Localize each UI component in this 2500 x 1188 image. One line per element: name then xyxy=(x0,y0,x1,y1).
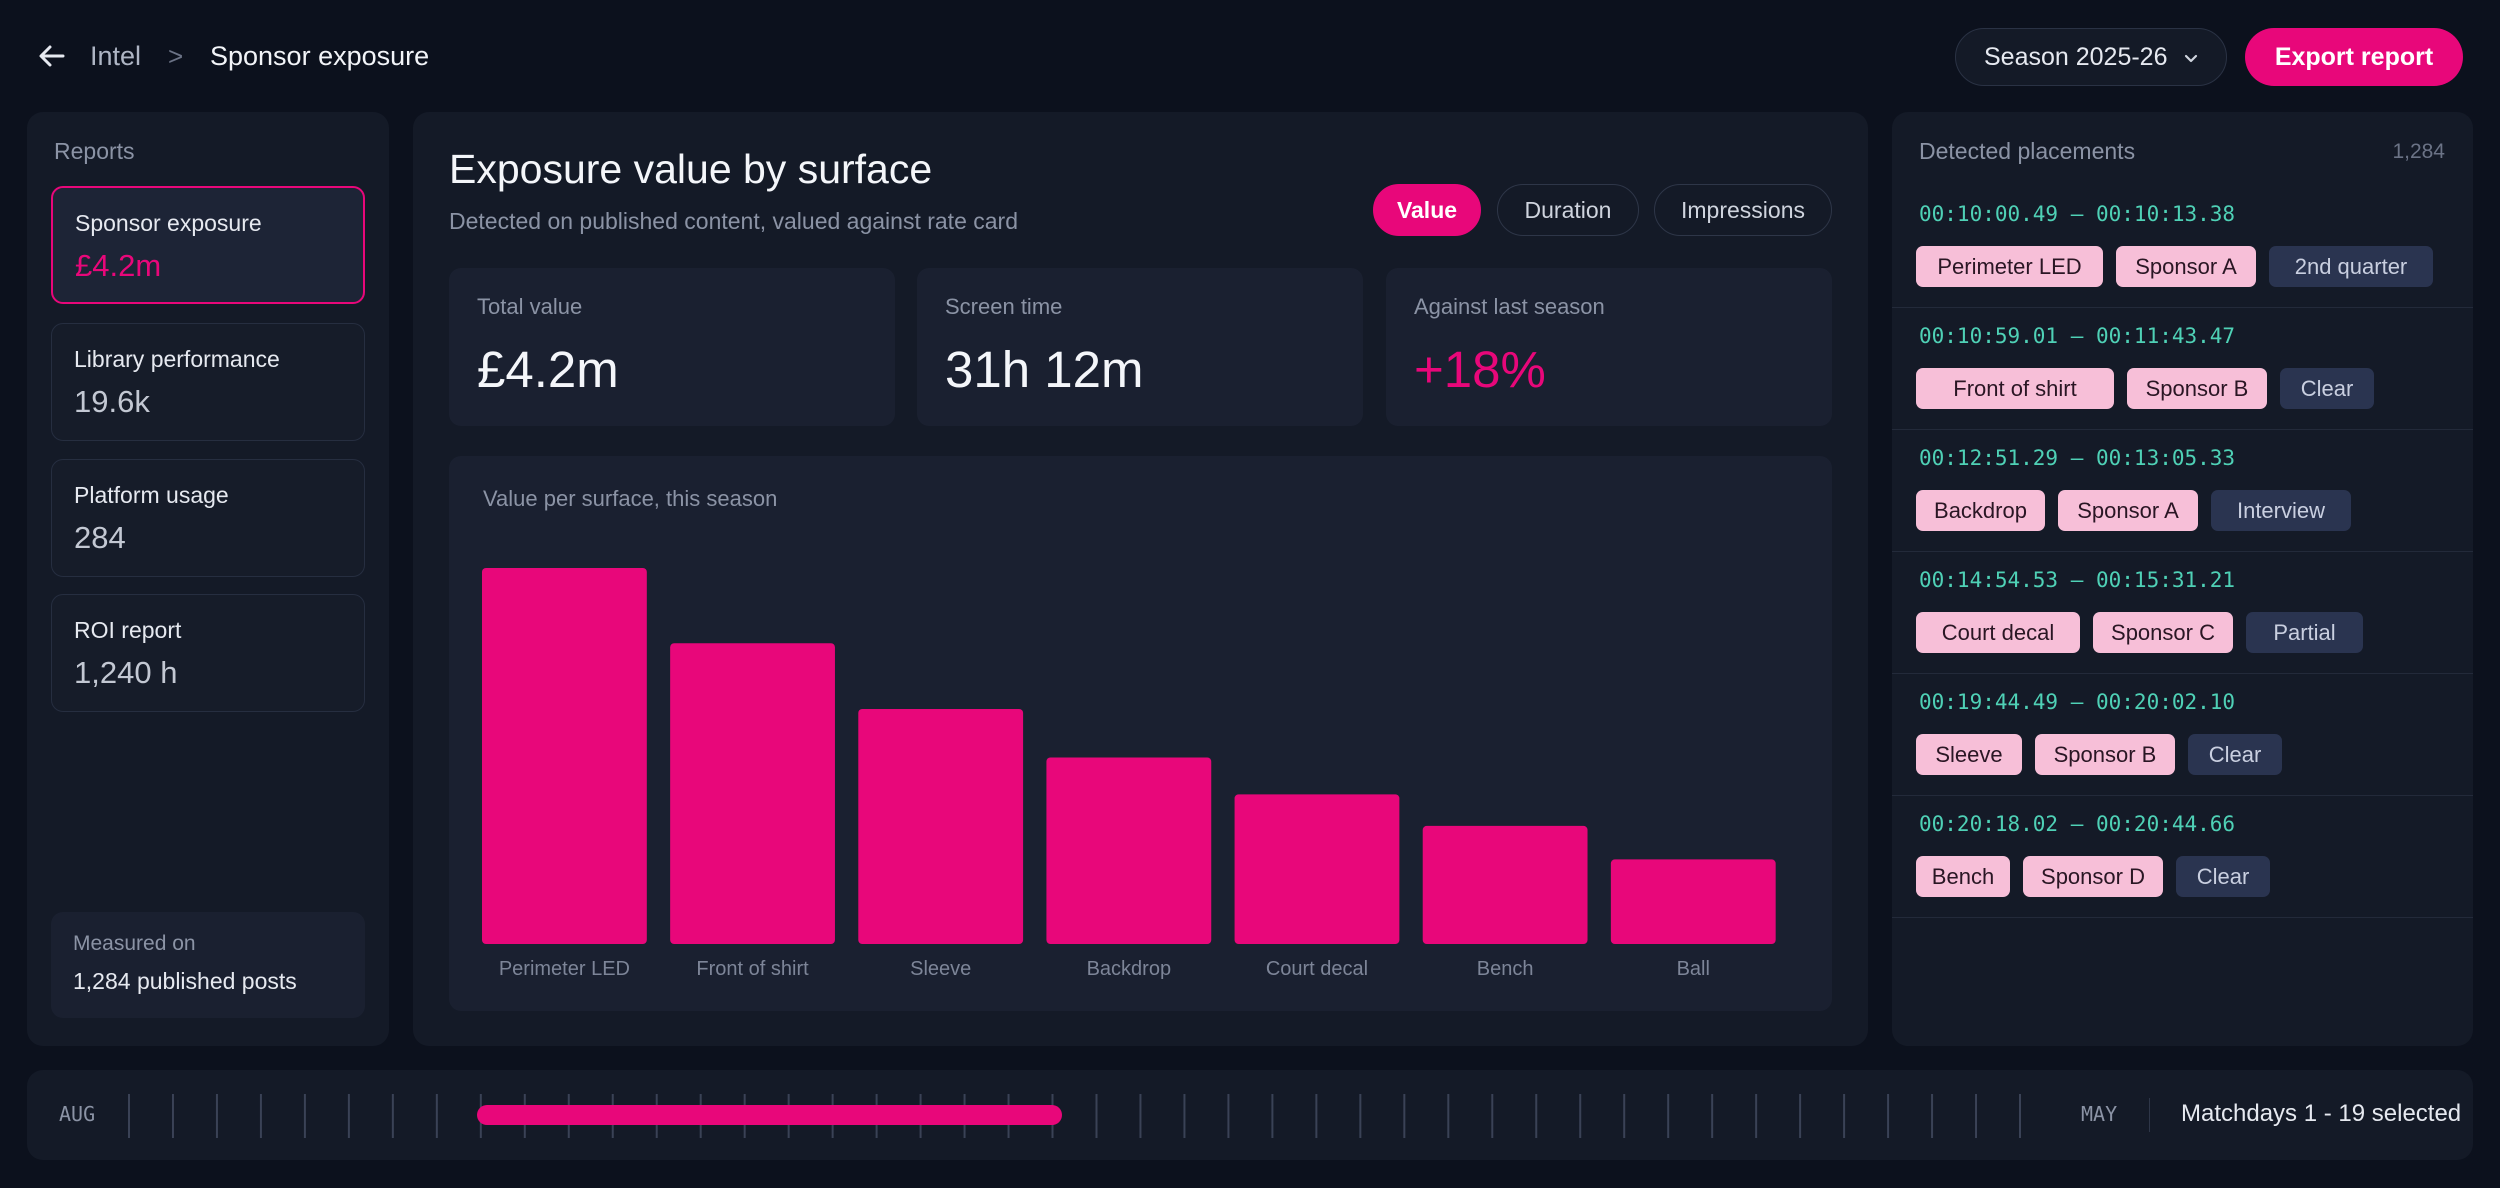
chevron-down-icon xyxy=(2184,54,2198,63)
bar-sleeve xyxy=(858,709,1024,944)
placement-sponsor-tag: Sponsor A xyxy=(2116,246,2256,287)
bar-perimeter-led xyxy=(482,568,647,944)
stat-screen-time: Screen time 31h 12m xyxy=(917,268,1363,426)
placement-sponsor-tag: Sponsor C xyxy=(2093,612,2233,653)
placement-status-tag: 2nd quarter xyxy=(2269,246,2433,287)
report-card-label: Platform usage xyxy=(74,482,229,508)
placement-status-tag: Interview xyxy=(2211,490,2351,531)
timeline-start-label: AUG xyxy=(59,1102,96,1126)
placement-surface-tag: Sleeve xyxy=(1916,734,2022,775)
measured-on-box: Measured on 1,284 published posts xyxy=(51,912,365,1018)
back-button[interactable] xyxy=(34,38,70,74)
top-bar: Intel > Sponsor exposure Season 2025-26 … xyxy=(0,0,2500,112)
bar-court-decal xyxy=(1234,794,1400,944)
placement-row[interactable]: 00:14:54.53 – 00:15:31.21 Court decal Spon… xyxy=(1892,552,2473,674)
season-select[interactable]: Season 2025-26 xyxy=(1955,28,2227,86)
bar-label: Perimeter LED xyxy=(499,958,630,980)
bar-front-of-shirt xyxy=(670,643,835,944)
bar-label: Court decal xyxy=(1266,958,1368,980)
placements-count: 1,284 xyxy=(2392,140,2445,163)
export-report-button[interactable]: Export report xyxy=(2245,28,2463,86)
placement-surface-tag: Front of shirt xyxy=(1916,368,2114,409)
measured-on-label: Measured on xyxy=(73,932,196,955)
placement-status-tag: Clear xyxy=(2176,856,2270,897)
report-card-sponsor-exposure[interactable]: Sponsor exposure £4.2m xyxy=(51,186,365,304)
placement-timestamp: 00:10:59.01 – 00:11:43.47 xyxy=(1919,324,2236,348)
section-subtitle: Detected on published content, valued ag… xyxy=(449,208,1018,234)
bar-ball xyxy=(1610,859,1776,944)
bar-bench xyxy=(1422,825,1588,944)
placement-row[interactable]: 00:20:18.02 – 00:20:44.66 Bench Sponsor D C… xyxy=(1892,796,2473,918)
bar-label: Bench xyxy=(1477,958,1534,980)
placement-timestamp: 00:12:51.29 – 00:13:05.33 xyxy=(1919,446,2236,470)
placement-surface-tag: Bench xyxy=(1916,856,2010,897)
placement-sponsor-tag: Sponsor B xyxy=(2035,734,2175,775)
placement-timestamp: 00:19:44.49 – 00:20:02.10 xyxy=(1919,690,2236,714)
placement-timestamp: 00:20:18.02 – 00:20:44.66 xyxy=(1919,812,2236,836)
stat-value: £4.2m xyxy=(477,341,619,398)
reports-sidebar: Reports Sponsor exposure £4.2m Library p… xyxy=(27,112,389,1046)
placement-status-tag: Partial xyxy=(2246,612,2363,653)
placement-surface-tag: Court decal xyxy=(1916,612,2080,653)
chart-title: Value per surface, this season xyxy=(483,486,778,511)
bar-chart: Perimeter LED Front of shirt Sleeve Backdro… xyxy=(482,568,1776,980)
stat-label: Screen time xyxy=(945,294,1063,319)
placement-row[interactable]: 00:19:44.49 – 00:20:02.10 Sleeve Sponsor B… xyxy=(1892,674,2473,796)
stat-value: +18% xyxy=(1414,341,1546,398)
placement-surface-tag: Backdrop xyxy=(1916,490,2045,531)
report-card-platform-usage[interactable]: Platform usage 284 xyxy=(51,459,365,577)
breadcrumb-separator: > xyxy=(168,41,184,71)
placement-row[interactable]: 00:12:51.29 – 00:13:05.33 Backdrop Sponsor… xyxy=(1892,430,2473,552)
report-card-label: ROI report xyxy=(74,617,182,643)
toggle-duration[interactable]: Duration xyxy=(1497,184,1639,236)
timeline-divider xyxy=(2149,1098,2150,1132)
placement-row[interactable]: 00:10:00.49 – 00:10:13.38 Perimeter LED Sp… xyxy=(1892,186,2473,308)
placement-sponsor-tag: Sponsor D xyxy=(2023,856,2163,897)
stat-total-value: Total value £4.2m xyxy=(449,268,895,426)
section-title: Exposure value by surface xyxy=(449,146,933,192)
stat-label: Total value xyxy=(477,294,583,319)
bar-chart-card: Value per surface, this season Perimeter… xyxy=(449,456,1832,1011)
bar-label: Front of shirt xyxy=(696,958,809,980)
report-card-value: 284 xyxy=(74,520,126,555)
report-card-value: 1,240 h xyxy=(74,655,178,690)
placement-row[interactable]: 00:10:59.01 – 00:11:43.47 Front of shirt S… xyxy=(1892,308,2473,430)
report-card-value: 19.6k xyxy=(74,384,150,419)
bar-label: Ball xyxy=(1677,958,1710,980)
stat-value: 31h 12m xyxy=(945,341,1144,398)
stat-label: Against last season xyxy=(1414,294,1605,319)
placement-surface-tag: Perimeter LED xyxy=(1916,246,2103,287)
measured-on-value: 1,284 published posts xyxy=(73,968,297,994)
report-card-label: Library performance xyxy=(74,346,280,372)
exposure-panel: Exposure value by surface Detected on pu… xyxy=(413,112,1868,1046)
report-card-label: Sponsor exposure xyxy=(75,210,262,236)
season-select-value: Season 2025-26 xyxy=(1984,42,2168,71)
placement-status-tag: Clear xyxy=(2280,368,2374,409)
page-title: Sponsor exposure xyxy=(210,41,430,71)
arrow-left-icon xyxy=(39,45,65,67)
timeline-selection-range[interactable] xyxy=(477,1105,1062,1125)
placement-status-tag: Clear xyxy=(2188,734,2282,775)
timeline-track[interactable] xyxy=(27,1070,2473,1160)
season-timeline: AUG MAY Matchdays 1 - 19 selected xyxy=(27,1070,2473,1160)
report-card-library-performance[interactable]: Library performance 19.6k xyxy=(51,323,365,441)
timeline-end-label: MAY xyxy=(2081,1102,2118,1126)
bar-backdrop xyxy=(1046,757,1212,944)
bar-label: Sleeve xyxy=(910,958,971,980)
report-card-roi-report[interactable]: ROI report 1,240 h xyxy=(51,594,365,712)
placements-heading: Detected placements xyxy=(1919,138,2136,164)
placement-timestamp: 00:10:00.49 – 00:10:13.38 xyxy=(1919,202,2236,226)
toggle-value[interactable]: Value xyxy=(1373,184,1481,236)
placements-panel: Detected placements 1,284 00:10:00.49 – … xyxy=(1892,112,2473,1046)
breadcrumb-intel[interactable]: Intel xyxy=(90,41,142,71)
placement-sponsor-tag: Sponsor B xyxy=(2127,368,2267,409)
placement-timestamp: 00:14:54.53 – 00:15:31.21 xyxy=(1919,568,2236,592)
toggle-impressions[interactable]: Impressions xyxy=(1654,184,1832,236)
reports-heading: Reports xyxy=(54,138,135,164)
stat-against-last-season: Against last season +18% xyxy=(1386,268,1832,426)
report-card-value: £4.2m xyxy=(75,248,162,283)
bar-label: Backdrop xyxy=(1087,958,1172,980)
timeline-selection-label: Matchdays 1 - 19 selected xyxy=(2181,1100,2462,1127)
placement-sponsor-tag: Sponsor A xyxy=(2058,490,2198,531)
